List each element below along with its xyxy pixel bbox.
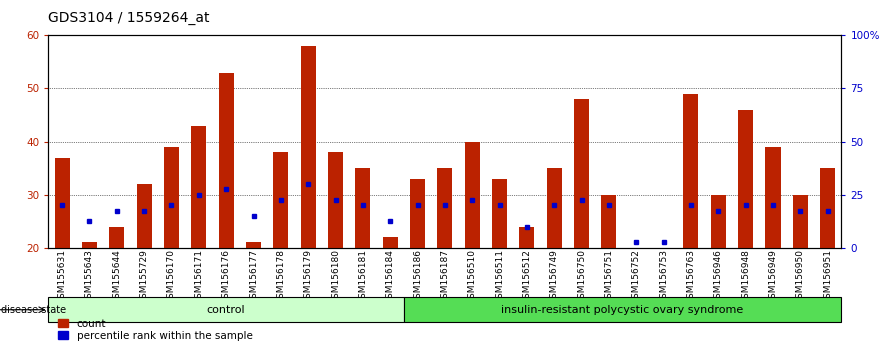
Bar xyxy=(82,242,97,248)
Bar xyxy=(437,168,453,248)
Bar xyxy=(355,168,370,248)
Bar xyxy=(137,184,152,248)
Bar xyxy=(820,168,835,248)
Text: insulin-resistant polycystic ovary syndrome: insulin-resistant polycystic ovary syndr… xyxy=(501,305,744,315)
Bar xyxy=(109,227,124,248)
Bar xyxy=(492,179,507,248)
Bar xyxy=(766,147,781,248)
Bar xyxy=(793,195,808,248)
Bar xyxy=(410,179,425,248)
Bar xyxy=(684,94,699,248)
Bar xyxy=(403,297,841,322)
Bar xyxy=(48,297,403,322)
Bar xyxy=(273,152,288,248)
Bar xyxy=(738,110,753,248)
Bar xyxy=(382,237,397,248)
Bar xyxy=(711,195,726,248)
Bar xyxy=(464,142,480,248)
Bar xyxy=(191,126,206,248)
Bar xyxy=(164,147,179,248)
Bar xyxy=(218,73,233,248)
Bar xyxy=(300,46,315,248)
Bar xyxy=(328,152,343,248)
Legend: count, percentile rank within the sample: count, percentile rank within the sample xyxy=(54,315,256,345)
Bar xyxy=(574,99,589,248)
Bar xyxy=(55,158,70,248)
Text: control: control xyxy=(207,305,246,315)
Bar xyxy=(520,227,535,248)
Bar xyxy=(246,242,261,248)
Bar xyxy=(547,168,562,248)
Text: GDS3104 / 1559264_at: GDS3104 / 1559264_at xyxy=(48,11,210,25)
Bar xyxy=(602,195,617,248)
Text: disease state: disease state xyxy=(1,305,66,315)
